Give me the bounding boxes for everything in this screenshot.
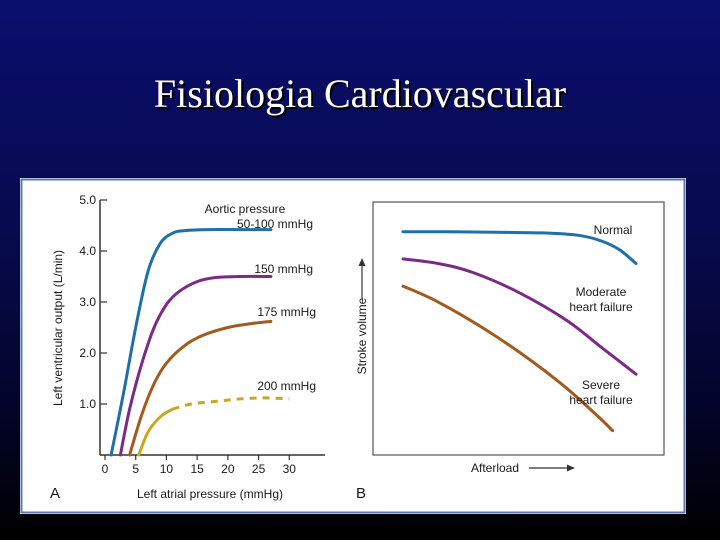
- panel-a-ytick-label: 4.0: [79, 244, 96, 258]
- panel-b-curves: [401, 230, 638, 433]
- panel-a-ticks: 1.0 2.0 3.0 4.0 5.0 0 5 10 15 20 25 30: [79, 193, 296, 476]
- figure-panel: 1.0 2.0 3.0 4.0 5.0 0 5 10 15 20 25 30 A Left atria…: [20, 178, 686, 514]
- panel-a-ytick-label: 2.0: [79, 346, 96, 360]
- panel-b-xlabel: Afterload: [471, 461, 519, 475]
- panel-a-letter: A: [50, 485, 60, 502]
- panel-a-label-50-100: 50-100 mmHg: [237, 217, 313, 231]
- panel-a-xtick-label: 0: [102, 462, 109, 476]
- panel-a-ytick-label: 5.0: [79, 193, 96, 207]
- panel-a-ytick-label: 3.0: [79, 295, 96, 309]
- panel-b-label-severe: Severe: [582, 378, 620, 392]
- panel-a-ylabel: Left ventricular output (L/min): [51, 250, 65, 406]
- panel-a-curve-4: [137, 407, 175, 457]
- panel-b-curve-2: [401, 257, 638, 376]
- panel-a-xtick-label: 25: [252, 462, 266, 476]
- panel-b-box: [372, 201, 665, 456]
- figure-frame: [20, 178, 686, 514]
- panel-a-xtick-label: 20: [221, 462, 235, 476]
- panel-b-curve-3: [401, 284, 615, 433]
- panel-a-legend-heading: Aortic pressure: [205, 202, 286, 216]
- panel-b: B Afterload Stroke volume Normal Moderat…: [355, 201, 665, 502]
- panel-a-label-175: 175 mmHg: [257, 305, 316, 319]
- panel-b-x-arrow: [529, 464, 575, 472]
- panel-a-ytick-label: 1.0: [79, 397, 96, 411]
- panel-b-curve-1: [401, 230, 638, 265]
- figure-svg: 1.0 2.0 3.0 4.0 5.0 0 5 10 15 20 25 30 A Left atria…: [20, 178, 686, 514]
- panel-a-xlabel: Left atrial pressure (mmHg): [137, 487, 283, 501]
- panel-a-curve-1: [109, 228, 273, 457]
- panel-b-letter: B: [356, 485, 366, 502]
- panel-a-xtick-label: 5: [132, 462, 139, 476]
- panel-a-curve-3: [128, 319, 273, 457]
- panel-a-curves: [109, 228, 290, 457]
- panel-a-curve-5: [172, 396, 290, 411]
- panel-a-xtick-label: 10: [160, 462, 174, 476]
- panel-b-ylabel: Stroke volume: [355, 297, 369, 374]
- panel-a-xtick-label: 30: [283, 462, 297, 476]
- panel-b-label-severe-2: heart failure: [569, 393, 633, 407]
- panel-b-label-moderate: Moderate: [576, 285, 627, 299]
- panel-a-label-150: 150 mmHg: [254, 262, 313, 276]
- panel-a: 1.0 2.0 3.0 4.0 5.0 0 5 10 15 20 25 30 A Left atria…: [50, 193, 325, 502]
- panel-a-label-200: 200 mmHg: [257, 379, 316, 393]
- panel-a-curve-2: [118, 274, 273, 457]
- panel-b-y-arrow: [358, 258, 366, 298]
- panel-b-label-moderate-2: heart failure: [569, 300, 633, 314]
- panel-b-label-normal: Normal: [594, 223, 633, 237]
- slide-title: Fisiologia Cardiovascular: [153, 71, 567, 116]
- panel-a-xtick-label: 15: [190, 462, 204, 476]
